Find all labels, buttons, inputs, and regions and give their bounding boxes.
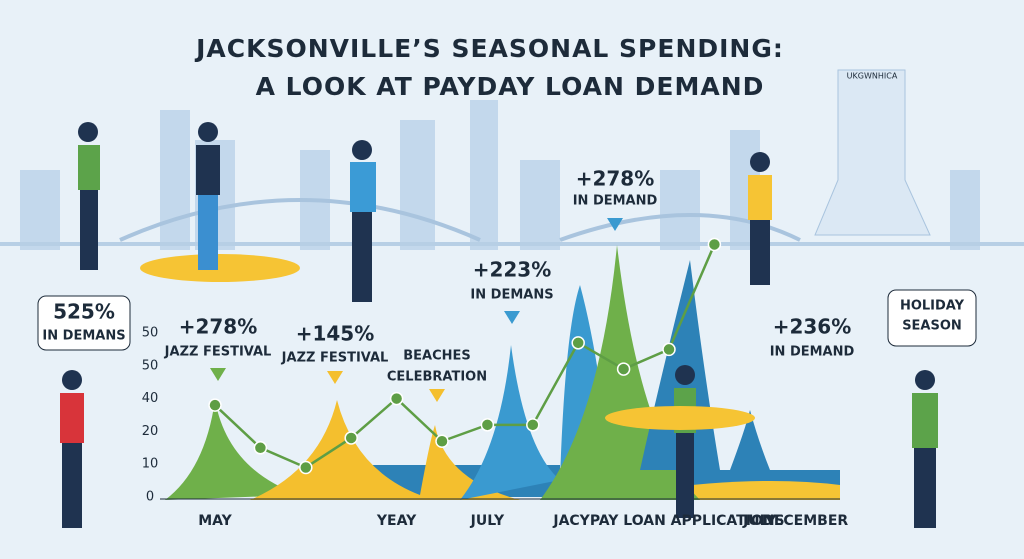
annotation: JAZZ FESTIVAL [164,345,272,360]
annotation: +236% [773,315,852,339]
point [662,342,676,357]
point [299,460,313,475]
bridge [119,198,801,242]
y-tick-label: 10 [142,457,159,472]
point [389,391,404,406]
annotation: +278% [576,167,655,191]
peak [730,410,770,470]
x-tick-label: JACYPAY LOAN APPLICATIONS [552,513,784,529]
beach [140,254,300,282]
annotation: +223% [473,258,552,282]
tower [814,69,931,236]
annotation: CELEBRATION [387,370,487,385]
point [526,418,540,432]
chart-title: A LOOK AT PAYDAY LOAN DEMAND [256,72,765,101]
annotation-arrow [327,371,343,384]
y-tick-label: 50 [142,358,159,373]
annotation: +145% [296,322,375,346]
callout-bubble [887,289,977,347]
annotation: IN DEMAND [573,194,658,209]
x-tick-label: JULY [470,513,505,529]
sand [650,481,840,500]
annotation: +278% [179,315,258,339]
annotation-arrow [429,389,445,402]
x-tick-label: MAY [198,513,232,529]
x-tick-label: YEAY [376,513,417,529]
callout: HOLIDAY [900,299,965,314]
y-tick-label: 50 [142,326,159,341]
people [60,122,938,528]
point [435,434,449,448]
point [571,336,585,350]
annotation: IN DEMAND [770,345,855,360]
point [707,237,722,252]
callout: IN DEMANS [42,329,125,344]
line [214,243,716,469]
peak [165,400,300,500]
point [208,398,222,412]
point [253,441,268,455]
ground-line [0,242,1024,246]
peak [250,400,520,500]
annotation-arrow [607,218,623,231]
y-tick-label: 40 [142,391,159,406]
chart-title: JACKSONVILLE’S SEASONAL SPENDING: [194,34,784,63]
x-tick-label: JULY [742,513,777,529]
y-tick-label: 0 [146,490,154,505]
callout-bubble [37,295,131,351]
annotation-arrow [504,311,520,324]
point [344,431,358,445]
annotation-arrow [210,368,226,381]
point [480,418,495,432]
x-tick-label: DECEMBER [762,513,848,529]
y-tick-label: 20 [142,424,159,439]
callout: SEASON [902,319,962,334]
annotation: JAZZ FESTIVAL [281,351,389,366]
callout: 525% [53,300,115,324]
annotation: IN DEMANS [470,288,553,303]
annotation: BEACHES [403,349,471,364]
sign: UKGWNHICA [847,72,898,81]
point [616,362,631,376]
